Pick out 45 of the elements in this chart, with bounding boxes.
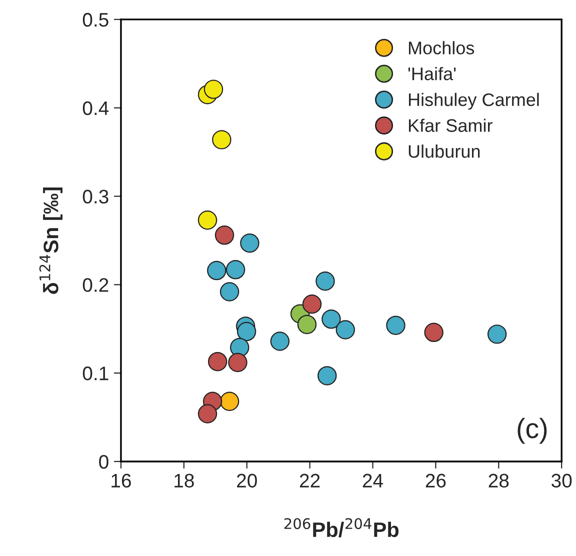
x-axis-title: $^{206}$Pb/$^{204}$Pb [284, 518, 399, 538]
y-axis-title: δ$^{124}$Sn [‰] [39, 188, 62, 294]
point [322, 310, 341, 329]
point [318, 366, 337, 386]
y-tick-label: 0 [99, 454, 108, 469]
point [386, 316, 406, 335]
x-tick-label: 22 [300, 474, 320, 488]
point [424, 322, 444, 342]
x-tick-label: 30 [552, 474, 572, 488]
point [336, 320, 355, 340]
point [297, 314, 317, 334]
x-tick-label: 20 [237, 474, 257, 488]
legend-label: Hishuley Carmel [408, 92, 539, 110]
point [204, 80, 224, 99]
point [220, 392, 240, 411]
y-tick-label: 0.1 [82, 366, 108, 380]
x-tick-label: 18 [174, 474, 194, 488]
legend-label: Kfar Samir [408, 118, 492, 132]
point [240, 234, 260, 253]
point [226, 260, 246, 280]
y-tick-label: 0.3 [82, 190, 108, 204]
point [220, 282, 240, 302]
point [228, 352, 248, 372]
legend-label: Mochlos [408, 41, 474, 54]
point [236, 322, 256, 342]
legend-label: Uluburun [408, 144, 480, 158]
point [487, 324, 507, 344]
point [212, 130, 232, 150]
point [302, 294, 322, 314]
y-tick-label: 0.5 [82, 12, 108, 27]
point [214, 226, 234, 245]
point [198, 404, 218, 424]
y-tick-label: 0.2 [82, 278, 108, 292]
legend-label: 'Haifa' [408, 66, 456, 80]
point [207, 260, 226, 280]
point [270, 332, 290, 351]
y-tick-label: 0.4 [82, 101, 109, 116]
x-tick-label: 26 [426, 474, 446, 488]
annotation: (c) [518, 418, 547, 444]
x-tick-label: 24 [362, 474, 383, 488]
point [208, 352, 228, 372]
x-tick-label: 28 [488, 474, 509, 488]
x-tick-label: 16 [112, 474, 131, 488]
point [198, 210, 218, 230]
point [316, 272, 335, 291]
